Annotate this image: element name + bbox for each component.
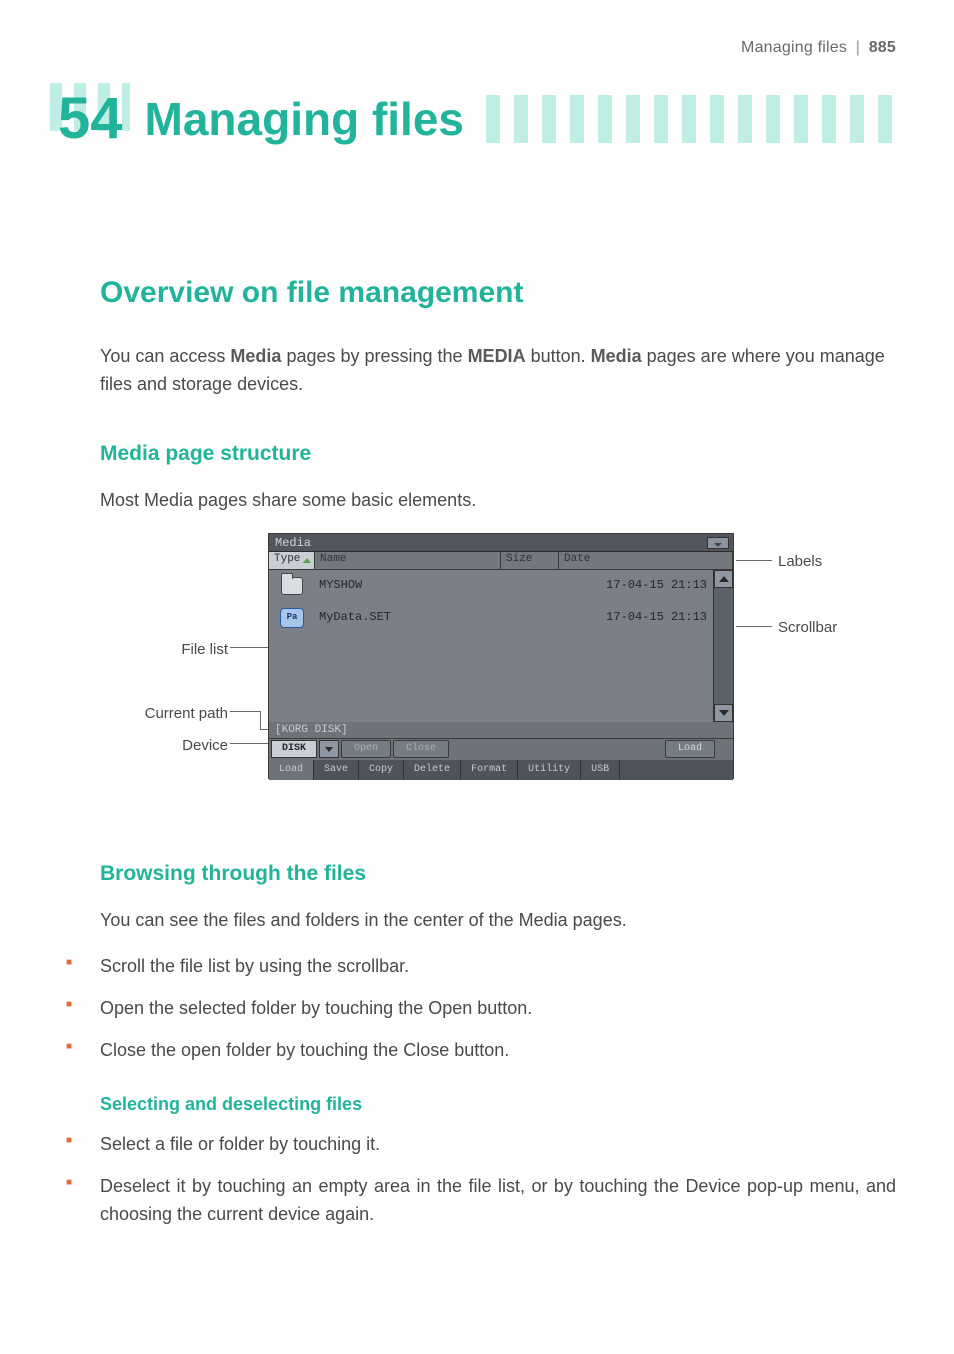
- file-list[interactable]: MYSHOW 17-04-15 21:13 Pa MyData.SET 17-0…: [269, 570, 713, 722]
- close-button[interactable]: Close: [393, 740, 449, 758]
- device-selector[interactable]: DISK: [271, 740, 317, 758]
- tab-delete[interactable]: Delete: [404, 760, 461, 780]
- overview-heading: Overview on file management: [58, 271, 896, 315]
- leader-line: [260, 711, 261, 729]
- list-item: Close the open folder by touching the Cl…: [58, 1037, 896, 1065]
- file-name: MYSHOW: [315, 577, 501, 594]
- page-header: Managing files | 885: [58, 36, 896, 59]
- selecting-list: Select a file or folder by touching it. …: [58, 1131, 896, 1229]
- browsing-list: Scroll the file list by using the scroll…: [58, 953, 896, 1065]
- structure-heading: Media page structure: [58, 439, 896, 469]
- pa-icon: Pa: [269, 608, 315, 628]
- tab-format[interactable]: Format: [461, 760, 518, 780]
- media-window-titlebar: Media: [269, 534, 733, 552]
- browsing-paragraph: You can see the files and folders in the…: [58, 907, 896, 935]
- media-window-title: Media: [275, 536, 311, 550]
- structure-paragraph: Most Media pages share some basic elemen…: [58, 487, 896, 515]
- folder-icon: [269, 577, 315, 595]
- callout-scrollbar: Scrollbar: [778, 617, 837, 639]
- menu-icon[interactable]: [707, 537, 729, 549]
- chapter-stripes-decoration: [486, 95, 896, 143]
- col-type[interactable]: Type: [269, 552, 315, 569]
- tab-save[interactable]: Save: [314, 760, 359, 780]
- leader-line: [230, 743, 270, 744]
- current-path: [KORG DISK]: [269, 722, 733, 738]
- file-date: 17-04-15 21:13: [559, 577, 713, 594]
- media-diagram: File list Current path Device Labels Scr…: [118, 533, 858, 803]
- list-item: Select a file or folder by touching it.: [58, 1131, 896, 1159]
- tab-bar: Load Save Copy Delete Format Utility USB: [269, 760, 733, 780]
- header-page-number: 885: [869, 39, 896, 56]
- leader-line: [736, 560, 772, 561]
- file-row[interactable]: Pa MyData.SET 17-04-15 21:13: [269, 602, 713, 634]
- header-section: Managing files: [741, 39, 847, 56]
- file-date: 17-04-15 21:13: [559, 609, 713, 626]
- list-item: Deselect it by touching an empty area in…: [58, 1173, 896, 1229]
- load-button[interactable]: Load: [665, 740, 715, 758]
- callout-current-path: Current path: [118, 703, 228, 725]
- open-button[interactable]: Open: [341, 740, 391, 758]
- chapter-heading: 54 Managing files: [58, 77, 896, 161]
- file-row[interactable]: MYSHOW 17-04-15 21:13: [269, 570, 713, 602]
- file-list-body: MYSHOW 17-04-15 21:13 Pa MyData.SET 17-0…: [269, 570, 733, 722]
- control-bar: DISK Open Close Load: [269, 738, 733, 760]
- callout-file-list: File list: [118, 639, 228, 661]
- tab-copy[interactable]: Copy: [359, 760, 404, 780]
- callout-device: Device: [118, 735, 228, 757]
- leader-line: [230, 711, 260, 712]
- device-dropdown-icon[interactable]: [319, 740, 339, 758]
- tab-utility[interactable]: Utility: [518, 760, 581, 780]
- column-headers: Type Name Size Date: [269, 552, 733, 570]
- scroll-track[interactable]: [714, 588, 733, 704]
- selecting-heading: Selecting and deselecting files: [58, 1091, 896, 1117]
- col-date[interactable]: Date: [559, 552, 733, 569]
- leader-line: [736, 626, 772, 627]
- scroll-up-button[interactable]: [714, 570, 733, 588]
- scrollbar[interactable]: [713, 570, 733, 722]
- list-item: Scroll the file list by using the scroll…: [58, 953, 896, 981]
- media-window: Media Type Name Size Date MYSHOW 17-04-1…: [268, 533, 734, 779]
- chapter-number: 54: [58, 77, 123, 161]
- file-name: MyData.SET: [315, 609, 501, 626]
- tab-load[interactable]: Load: [269, 760, 314, 780]
- browsing-heading: Browsing through the files: [58, 859, 896, 889]
- overview-paragraph: You can access Media pages by pressing t…: [58, 343, 896, 399]
- list-item: Open the selected folder by touching the…: [58, 995, 896, 1023]
- tab-usb[interactable]: USB: [581, 760, 620, 780]
- callout-labels: Labels: [778, 551, 822, 573]
- sort-arrow-icon: [303, 558, 311, 563]
- header-separator: |: [856, 39, 860, 56]
- scroll-down-button[interactable]: [714, 704, 733, 722]
- chapter-title: Managing files: [145, 86, 464, 153]
- col-name[interactable]: Name: [315, 552, 501, 569]
- col-size[interactable]: Size: [501, 552, 559, 569]
